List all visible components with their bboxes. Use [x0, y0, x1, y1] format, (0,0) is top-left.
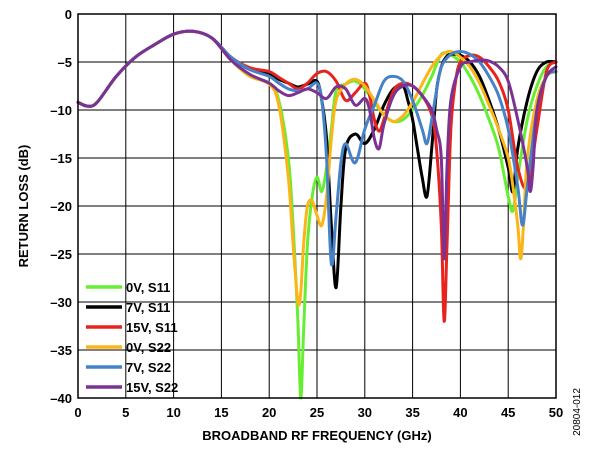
- series-line: [76, 29, 558, 261]
- y-tick-label: –5: [58, 55, 72, 70]
- x-tick-label: 10: [166, 405, 180, 420]
- legend: 0V, S11 7V, S11 15V, S11 0V, S22 7V, S22 15V,…: [86, 280, 178, 395]
- legend-label: 15V, S11: [126, 320, 178, 335]
- grid: [78, 14, 556, 398]
- y-tick-label: 0: [65, 7, 72, 22]
- x-tick-labels: 0 5 10 15 20 25 30 35 40 45 50: [74, 405, 563, 420]
- x-tick-label: 25: [310, 405, 324, 420]
- y-tick-label: –30: [50, 295, 72, 310]
- legend-label: 7V, S22: [126, 360, 171, 375]
- legend-label: 15V, S22: [126, 380, 178, 395]
- x-tick-label: 20: [262, 405, 276, 420]
- x-tick-label: 50: [549, 405, 563, 420]
- x-tick-label: 35: [405, 405, 419, 420]
- x-tick-label: 30: [358, 405, 372, 420]
- y-tick-labels: 0 –5 –10 –15 –20 –25 –30 –35 –40: [50, 7, 72, 406]
- plot-frame: [77, 13, 557, 399]
- legend-label: 0V, S22: [126, 340, 171, 355]
- x-tick-label: 40: [453, 405, 467, 420]
- x-axis-title: BROADBAND RF FREQUENCY (GHz): [202, 428, 431, 443]
- y-tick-label: –40: [50, 391, 72, 406]
- y-tick-label: –15: [50, 151, 72, 166]
- x-tick-label: 45: [501, 405, 515, 420]
- y-tick-label: –20: [50, 199, 72, 214]
- series-lines: [76, 29, 558, 400]
- x-tick-label: 0: [74, 405, 81, 420]
- y-tick-label: –35: [50, 343, 72, 358]
- legend-label: 7V, S11: [126, 300, 170, 315]
- x-tick-label: 15: [214, 405, 228, 420]
- y-tick-label: –10: [50, 103, 72, 118]
- figure-id: 20804-012: [572, 388, 583, 436]
- y-tick-label: –25: [50, 247, 72, 262]
- x-tick-label: 5: [122, 405, 129, 420]
- y-axis-title: RETURN LOSS (dB): [16, 145, 31, 268]
- legend-label: 0V, S11: [126, 280, 170, 295]
